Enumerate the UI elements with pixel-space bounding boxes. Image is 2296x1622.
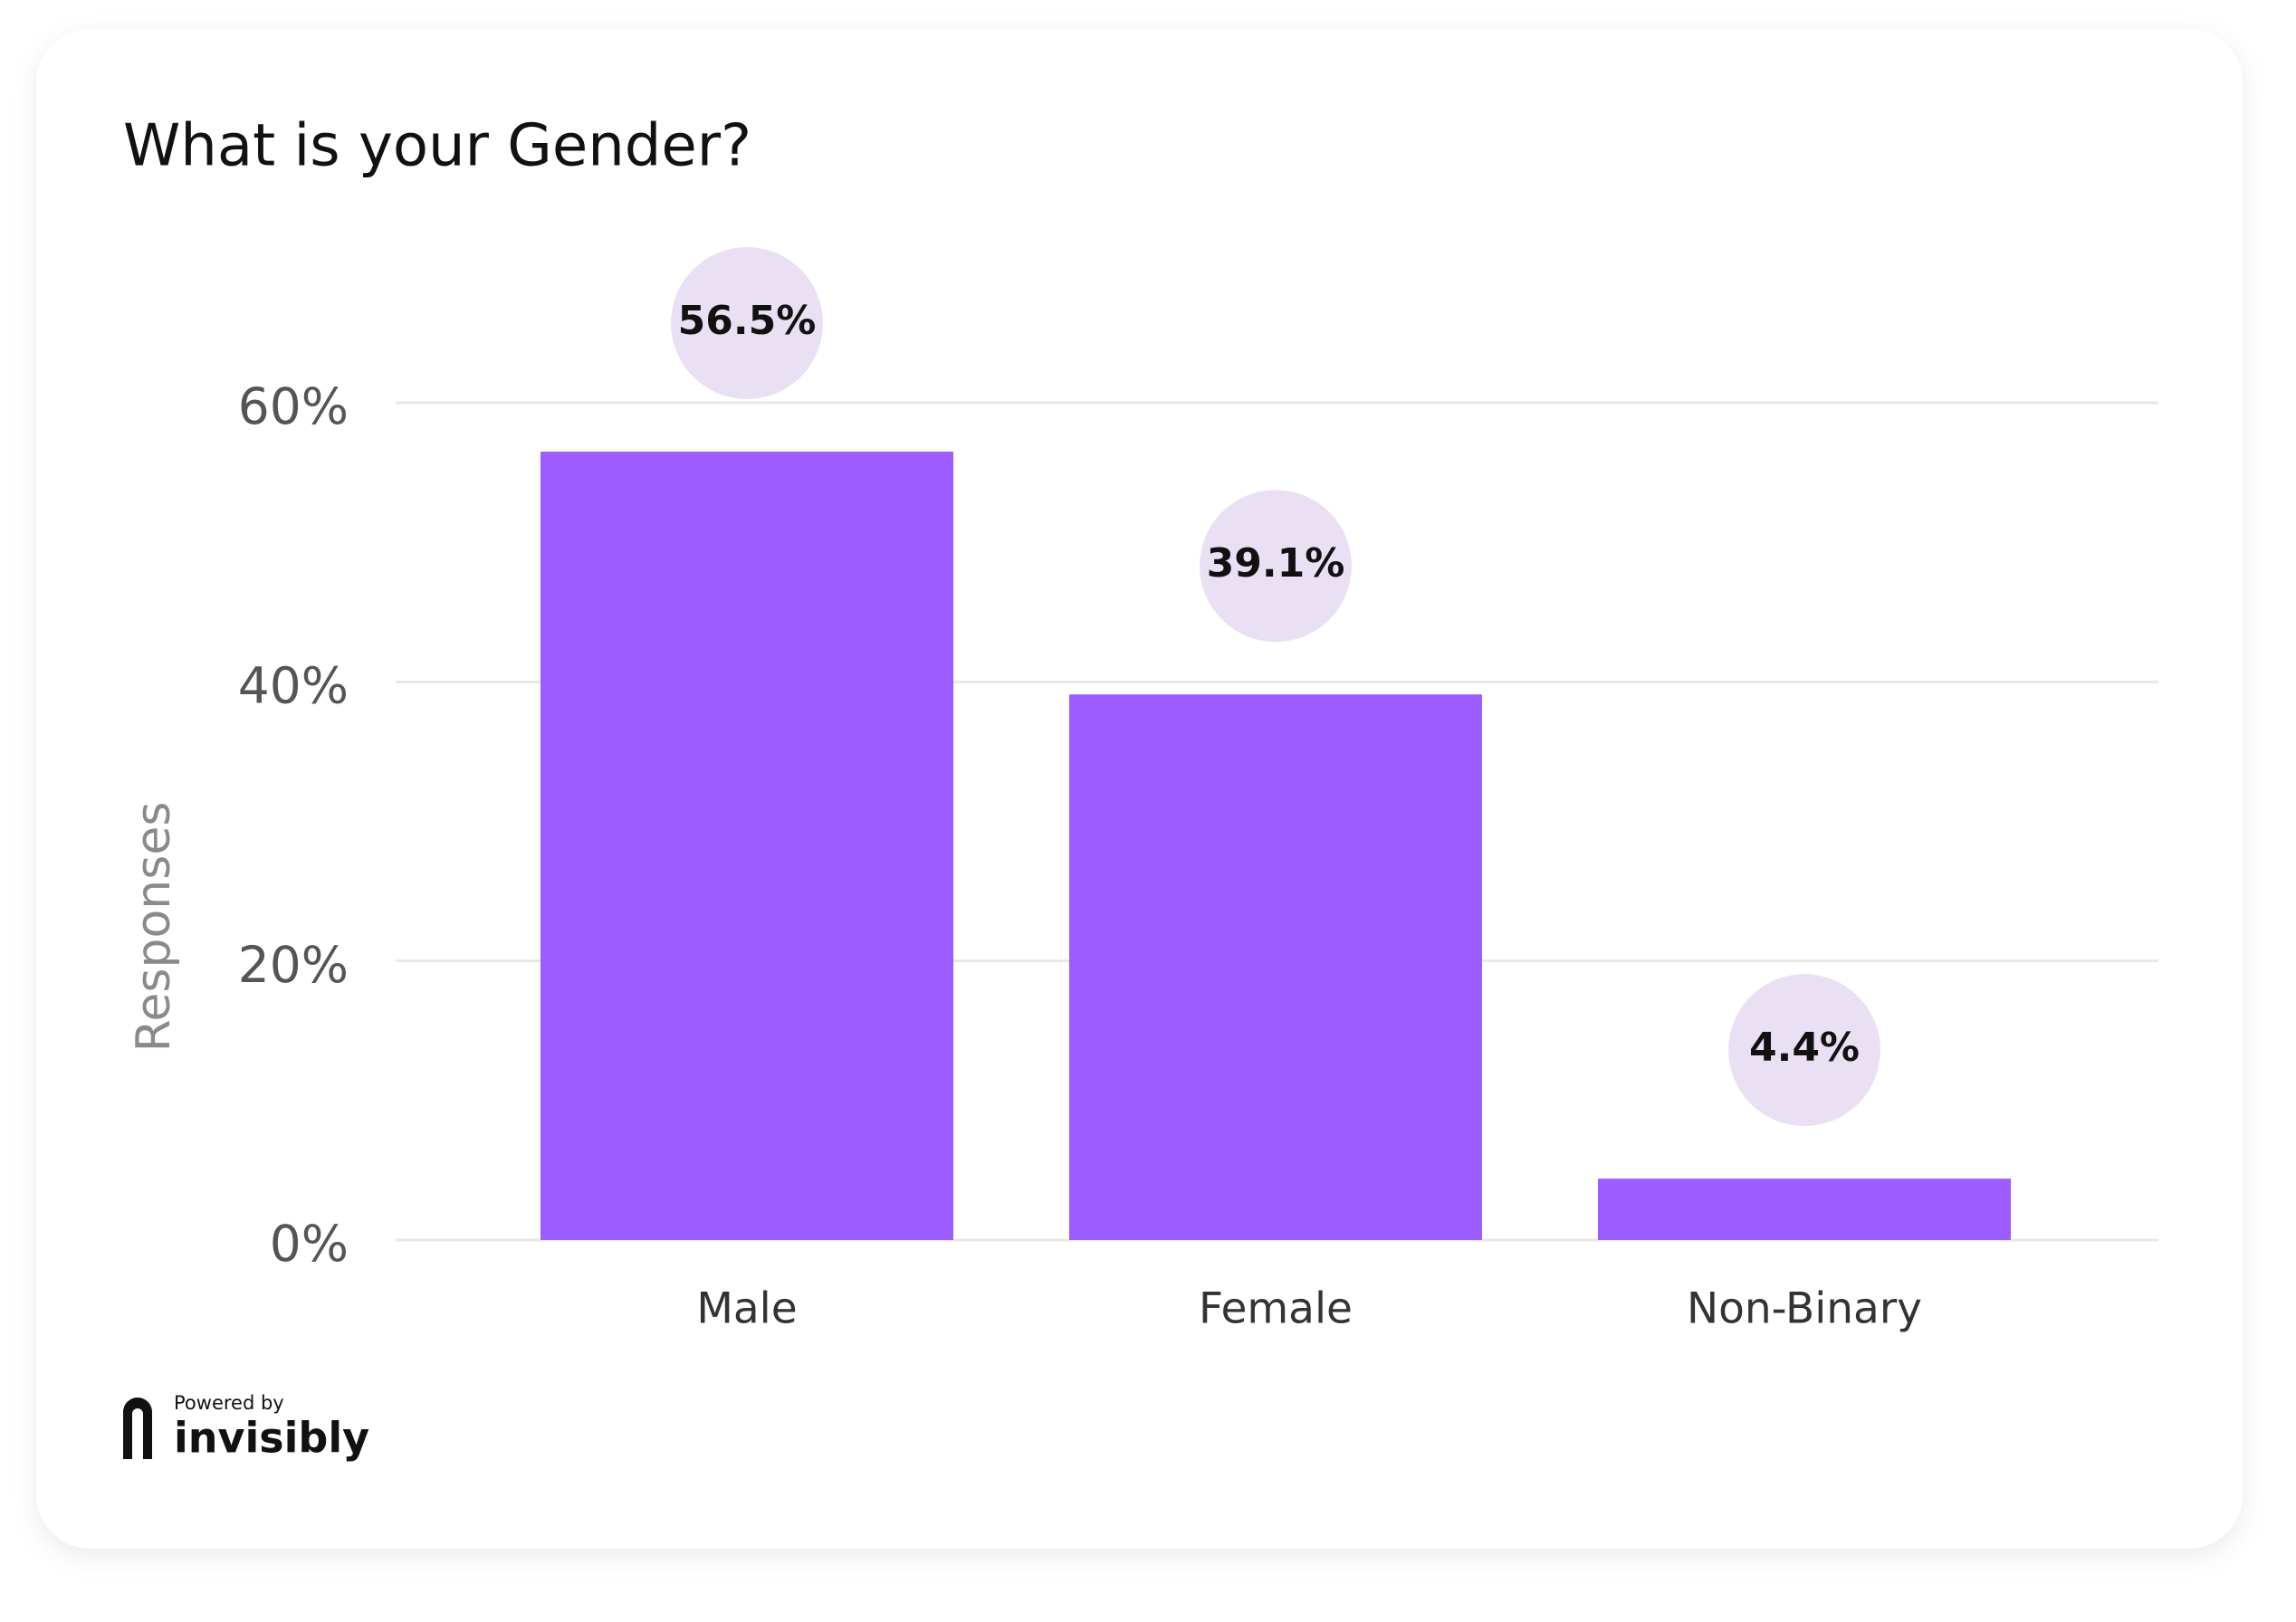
bar <box>1598 1178 2011 1240</box>
brand-name: invisibly <box>174 1414 369 1463</box>
value-label: 4.4% <box>1749 1025 1860 1071</box>
powered-by: Powered by <box>174 1392 284 1414</box>
value-label: 39.1% <box>1207 540 1345 587</box>
value-badge <box>1200 490 1352 643</box>
y-axis-label: Responses <box>127 802 181 1053</box>
value-badge <box>671 246 823 399</box>
logo-icon <box>123 1398 152 1459</box>
x-tick-label: Male <box>696 1284 797 1334</box>
x-tick-label: Female <box>1199 1284 1353 1334</box>
y-tick-label: 0% <box>270 1215 349 1273</box>
chart-title: What is your Gender? <box>123 113 751 180</box>
x-tick-label: Non-Binary <box>1687 1284 1922 1334</box>
y-tick-label: 40% <box>238 656 349 714</box>
bar <box>1069 694 1482 1240</box>
value-badge <box>1728 974 1880 1127</box>
bar <box>541 451 953 1240</box>
y-tick-label: 20% <box>238 936 349 994</box>
y-tick-label: 60% <box>238 377 349 435</box>
value-label: 56.5% <box>678 298 817 344</box>
